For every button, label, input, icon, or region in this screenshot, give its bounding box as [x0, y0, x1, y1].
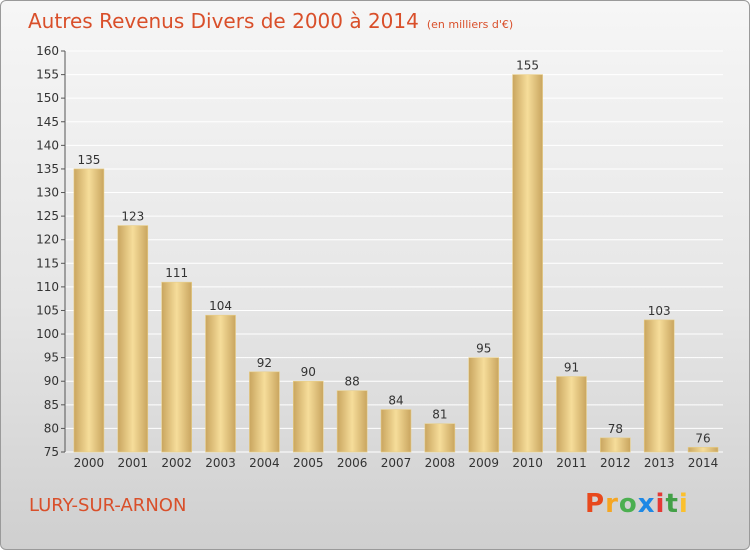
- y-tick-label: 125: [36, 209, 59, 223]
- logo-letter: t: [665, 489, 679, 519]
- data-label-2008: 81: [432, 408, 447, 422]
- x-tick-label-2001: 2001: [118, 456, 149, 470]
- bar-2014: [687, 446, 719, 453]
- data-label-2001: 123: [121, 210, 144, 224]
- bar-2001: [117, 225, 149, 453]
- logo-letter: i: [678, 489, 689, 519]
- bar-2005: [292, 380, 324, 453]
- logo-letter: x: [637, 489, 656, 519]
- data-label-2013: 103: [648, 304, 671, 318]
- bar-2003: [205, 314, 236, 453]
- x-tick-label-2013: 2013: [644, 456, 675, 470]
- bar-2007: [380, 409, 412, 453]
- bar-2010: [512, 74, 543, 453]
- y-tick-label: 130: [36, 186, 59, 200]
- bar-2000: [73, 168, 105, 453]
- data-label-2010: 155: [516, 59, 539, 73]
- location-label: LURY-SUR-ARNON: [29, 495, 187, 516]
- y-tick-label: 90: [44, 374, 59, 388]
- x-tick-label-2012: 2012: [600, 456, 631, 470]
- data-labels: 135 123 111 104 92 90 88 84 81 95 155 91 78 103 76: [77, 59, 710, 446]
- y-tick-label: 85: [44, 398, 59, 412]
- y-axis: 75 80 85 90 95 100 105 110 115 120 125 130 135 140 145…: [36, 44, 66, 459]
- chart-subtitle: (en milliers d'€): [426, 18, 514, 31]
- proxiti-logo: Proxiti: [585, 489, 689, 519]
- x-tick-label-2005: 2005: [293, 456, 324, 470]
- data-label-2012: 78: [608, 422, 623, 436]
- data-label-2014: 76: [695, 431, 710, 445]
- x-tick-label-2011: 2011: [556, 456, 587, 470]
- y-tick-label: 160: [36, 44, 59, 58]
- bar-2011: [556, 376, 587, 453]
- y-tick-label: 100: [36, 327, 59, 341]
- y-tick-label: 115: [36, 256, 59, 270]
- y-tick-label: 135: [36, 162, 59, 176]
- chart-title: Autres Revenus Divers de 2000 à 2014 (en …: [28, 9, 513, 33]
- bar-2012: [600, 437, 631, 453]
- bar-2002: [161, 281, 192, 453]
- x-tick-label-2006: 2006: [337, 456, 368, 470]
- data-label-2007: 84: [388, 394, 403, 408]
- data-label-2009: 95: [476, 342, 491, 356]
- y-tick-label: 155: [36, 68, 59, 82]
- data-label-2011: 91: [564, 361, 579, 375]
- x-tick-label-2004: 2004: [249, 456, 280, 470]
- data-label-2002: 111: [165, 266, 188, 280]
- x-axis-labels: 2000 2001 2002 2003 2004 2005 2006 2007 2008 2009…: [74, 456, 719, 470]
- y-tick-label: 110: [36, 280, 59, 294]
- bar-2009: [468, 357, 500, 453]
- y-tick-label: 140: [36, 138, 59, 152]
- y-tick-label: 105: [36, 303, 59, 317]
- bar-2004: [249, 371, 280, 453]
- y-tick-label: 95: [44, 351, 59, 365]
- data-label-2003: 104: [209, 299, 232, 313]
- logo-letter: r: [605, 489, 619, 519]
- x-tick-label-2002: 2002: [161, 456, 192, 470]
- x-tick-label-2010: 2010: [512, 456, 543, 470]
- logo-letter: o: [618, 489, 638, 519]
- logo-letter: P: [585, 489, 606, 519]
- y-tick-label: 75: [44, 445, 59, 459]
- data-label-2006: 88: [344, 375, 359, 389]
- data-label-2000: 135: [77, 153, 100, 167]
- chart-title-text: Autres Revenus Divers de 2000 à 2014: [28, 9, 419, 33]
- data-label-2004: 92: [257, 356, 272, 370]
- y-tick-label: 150: [36, 91, 59, 105]
- data-label-2005: 90: [301, 365, 316, 379]
- y-tick-label: 80: [44, 421, 59, 435]
- x-tick-label-2008: 2008: [425, 456, 456, 470]
- y-tick-label: 120: [36, 233, 59, 247]
- bar-2006: [336, 390, 368, 453]
- bar-2008: [424, 423, 456, 453]
- x-tick-label-2014: 2014: [688, 456, 719, 470]
- x-tick-label-2009: 2009: [468, 456, 499, 470]
- x-tick-label-2003: 2003: [205, 456, 236, 470]
- bars: [73, 74, 719, 453]
- y-tick-label: 145: [36, 115, 59, 129]
- logo-letter: i: [655, 489, 666, 519]
- x-tick-label-2007: 2007: [381, 456, 412, 470]
- bar-2013: [643, 319, 675, 453]
- x-tick-label-2000: 2000: [74, 456, 105, 470]
